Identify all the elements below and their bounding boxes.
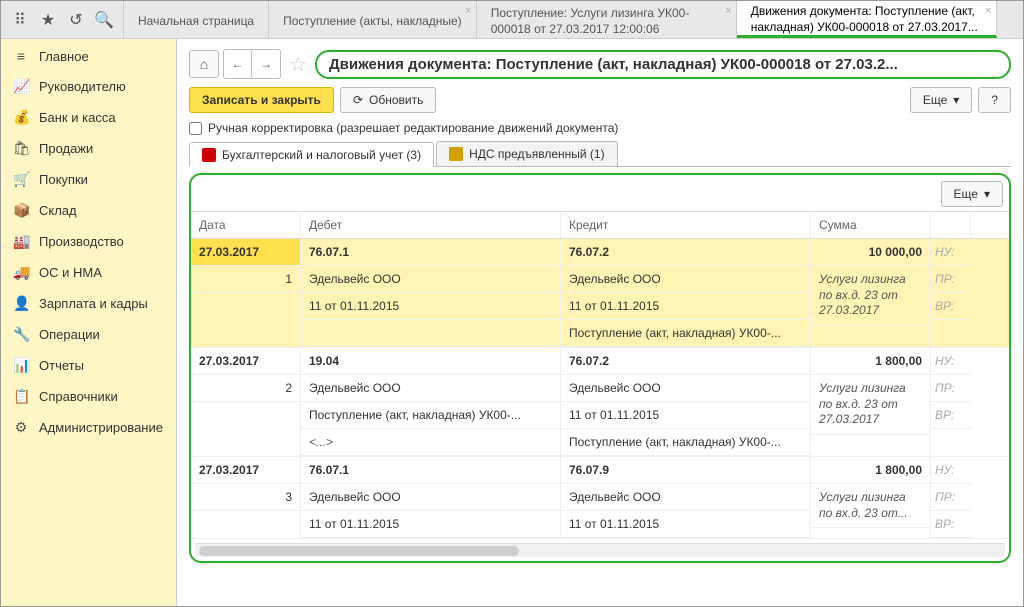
col-credit: Кредит	[561, 212, 811, 238]
sidebar-item[interactable]: 💰 Банк и касса	[1, 102, 176, 133]
table-row[interactable]: 27.03.2017219.04Эдельвейс ОООПоступление…	[191, 348, 1009, 457]
col-marks	[931, 212, 971, 238]
col-debit: Дебет	[301, 212, 561, 238]
star-icon[interactable]: ★	[35, 7, 61, 33]
sidebar-item[interactable]: 📈 Руководителю	[1, 71, 176, 102]
sidebar-icon: 📊	[13, 357, 29, 374]
favorite-icon[interactable]: ☆	[289, 52, 307, 77]
subtab[interactable]: НДС предъявленный (1)	[436, 141, 617, 166]
sidebar-label: Отчеты	[39, 358, 84, 373]
sidebar-icon: 📦	[13, 202, 29, 219]
sidebar-label: Покупки	[39, 172, 88, 187]
sidebar-label: Операции	[39, 327, 100, 342]
forward-button[interactable]: →	[252, 50, 280, 78]
sidebar-label: Справочники	[39, 389, 118, 404]
sidebar-item[interactable]: 📋 Справочники	[1, 381, 176, 412]
sidebar-icon: ⚙	[13, 419, 29, 436]
col-sum: Сумма	[811, 212, 931, 238]
sidebar-icon: 🏭	[13, 233, 29, 250]
sidebar-label: Руководителю	[39, 79, 126, 94]
sidebar-item[interactable]: 👤 Зарплата и кадры	[1, 288, 176, 319]
sidebar-label: Главное	[39, 49, 89, 64]
help-button[interactable]: ?	[978, 87, 1011, 113]
chevron-down-icon: ▾	[953, 93, 959, 107]
sidebar-label: Банк и касса	[39, 110, 116, 125]
sidebar-label: Склад	[39, 203, 77, 218]
nav-group: ← →	[223, 49, 281, 79]
home-button[interactable]: ⌂	[189, 50, 219, 78]
h-scrollbar[interactable]	[195, 543, 1005, 557]
chevron-down-icon: ▾	[984, 187, 990, 201]
close-icon[interactable]: ×	[465, 4, 471, 18]
back-button[interactable]: ←	[224, 50, 252, 78]
sidebar-icon: 🚚	[13, 264, 29, 281]
col-date: Дата	[191, 212, 301, 238]
sidebar-item[interactable]: ⚙ Администрирование	[1, 412, 176, 443]
sidebar-icon: 👤	[13, 295, 29, 312]
sidebar-item[interactable]: 📦 Склад	[1, 195, 176, 226]
table-row[interactable]: 27.03.2017176.07.1Эдельвейс ООО11 от 01.…	[191, 239, 1009, 348]
manual-edit-label: Ручная корректировка (разрешает редактир…	[208, 121, 618, 135]
inner-more-button[interactable]: Еще ▾	[941, 181, 1003, 207]
page-title: Движения документа: Поступление (акт, на…	[315, 50, 1011, 79]
top-tab[interactable]: Начальная страница	[124, 1, 269, 38]
sidebar-icon: ≡	[13, 48, 29, 64]
sidebar-item[interactable]: 🏭 Производство	[1, 226, 176, 257]
manual-edit-checkbox[interactable]	[189, 122, 202, 135]
sidebar-item[interactable]: 📊 Отчеты	[1, 350, 176, 381]
sidebar-item[interactable]: 🛒 Покупки	[1, 164, 176, 195]
sidebar-label: Продажи	[39, 141, 93, 156]
subtab-icon	[449, 147, 463, 161]
subtab-icon	[202, 148, 216, 162]
sidebar-item[interactable]: 🚚 ОС и НМА	[1, 257, 176, 288]
subtab[interactable]: Бухгалтерский и налоговый учет (3)	[189, 142, 434, 167]
movements-table: Еще ▾ Дата Дебет Кредит Сумма 27.03.2017…	[189, 173, 1011, 563]
sidebar-icon: 🔧	[13, 326, 29, 343]
history-icon[interactable]: ↺	[63, 7, 89, 33]
close-icon[interactable]: ×	[725, 4, 731, 18]
top-tab[interactable]: Поступление: Услуги лизинга УК00-000018 …	[477, 1, 737, 38]
top-tab[interactable]: Движения документа: Поступление (акт, на…	[737, 1, 997, 38]
sidebar-item[interactable]: 🔧 Операции	[1, 319, 176, 350]
sidebar-label: ОС и НМА	[39, 265, 102, 280]
sidebar-icon: 📈	[13, 78, 29, 95]
close-icon[interactable]: ×	[985, 4, 991, 18]
more-button[interactable]: Еще ▾	[910, 87, 972, 113]
search-icon[interactable]: 🔍	[91, 7, 117, 33]
refresh-icon: ⟳	[353, 93, 363, 107]
apps-icon[interactable]: ⠿	[7, 7, 33, 33]
sidebar-icon: 📋	[13, 388, 29, 405]
table-row[interactable]: 27.03.2017376.07.1Эдельвейс ООО11 от 01.…	[191, 457, 1009, 539]
sidebar-item[interactable]: 🛍 Продажи	[1, 133, 176, 164]
sidebar-label: Зарплата и кадры	[39, 296, 148, 311]
sidebar-label: Администрирование	[39, 420, 163, 435]
sidebar-icon: 💰	[13, 109, 29, 126]
sidebar-icon: 🛒	[13, 171, 29, 188]
refresh-button[interactable]: ⟳Обновить	[340, 87, 436, 113]
save-close-button[interactable]: Записать и закрыть	[189, 87, 334, 113]
sidebar-item[interactable]: ≡ Главное	[1, 41, 176, 71]
top-tab[interactable]: Поступление (акты, накладные)×	[269, 1, 477, 38]
sidebar-icon: 🛍	[13, 140, 29, 157]
sidebar-label: Производство	[39, 234, 124, 249]
